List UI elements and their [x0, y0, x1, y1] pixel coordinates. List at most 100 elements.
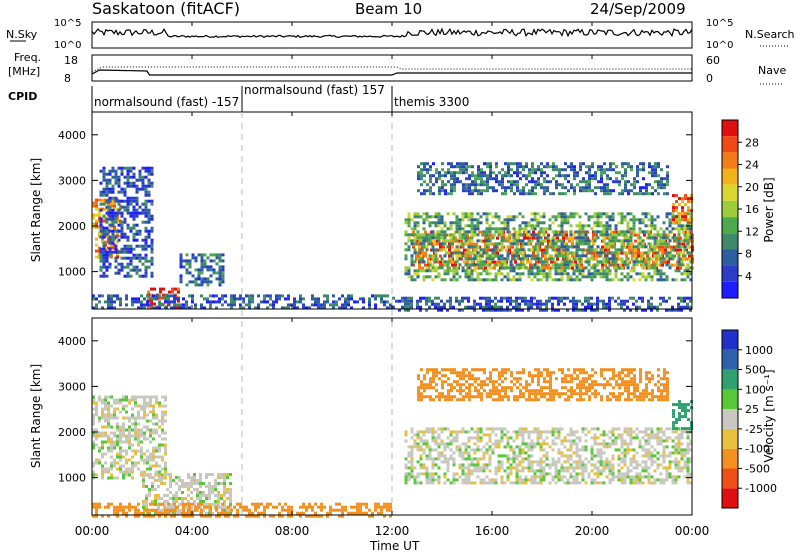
velocity-cell	[178, 497, 181, 500]
power-cell	[620, 230, 624, 234]
velocity-cell	[193, 488, 196, 491]
power-cell	[506, 251, 510, 255]
velocity-cell	[98, 419, 101, 423]
power-cell	[132, 238, 136, 242]
power-cell	[628, 248, 631, 252]
power-cell	[614, 263, 618, 267]
power-cell	[482, 260, 486, 264]
power-cell	[650, 233, 654, 237]
power-cell	[479, 296, 482, 300]
power-cell	[570, 183, 573, 187]
velocity-cell	[226, 497, 229, 500]
power-cell	[485, 254, 489, 258]
velocity-cell	[119, 464, 122, 468]
power-cell	[108, 262, 112, 266]
velocity-cell	[181, 485, 184, 488]
power-cell	[281, 306, 284, 310]
velocity-cell	[443, 445, 447, 449]
power-cell	[530, 272, 534, 276]
velocity-cell	[187, 494, 190, 497]
velocity-cell	[199, 485, 202, 488]
power-cell	[561, 168, 564, 172]
power-cell	[611, 218, 615, 222]
power-cell	[492, 186, 495, 190]
power-cell	[590, 227, 594, 231]
power-cell	[444, 174, 447, 178]
velocity-cell	[158, 502, 161, 506]
velocity-cell	[341, 511, 344, 515]
power-cell	[662, 272, 666, 276]
power-cell	[421, 266, 424, 270]
velocity-cell	[452, 430, 456, 434]
power-cell	[440, 299, 443, 303]
power-cell	[239, 294, 242, 298]
power-cell	[614, 248, 618, 252]
power-cell	[554, 230, 558, 234]
power-cell	[419, 299, 422, 303]
power-cell	[102, 256, 106, 260]
velocity-cell	[422, 466, 426, 470]
velocity-cell	[125, 395, 128, 399]
power-cell	[141, 166, 145, 170]
power-cell	[111, 250, 115, 254]
power-cell	[554, 215, 558, 219]
velocity-cell	[134, 437, 137, 441]
velocity-cell	[145, 485, 148, 488]
power-cell	[218, 274, 222, 278]
power-cell	[572, 302, 575, 306]
power-cell	[483, 189, 486, 193]
velocity-cell	[521, 427, 525, 431]
power-cell	[485, 245, 489, 249]
velocity-cell	[416, 433, 420, 437]
power-cell	[675, 209, 678, 213]
velocity-cell	[467, 478, 471, 482]
velocity-cell	[119, 505, 122, 509]
power-cell	[212, 300, 215, 304]
power-cell	[410, 302, 413, 306]
cpid-segment-label-2: themis 3300	[394, 95, 469, 109]
velocity-cell	[509, 469, 513, 473]
power-cell	[618, 192, 621, 196]
power-cell	[482, 251, 486, 255]
velocity-cell	[140, 440, 143, 444]
power-cell	[485, 278, 489, 282]
power-cell	[629, 239, 633, 243]
velocity-cell	[224, 511, 227, 515]
power-cell	[578, 269, 582, 273]
power-cell	[570, 162, 573, 166]
power-cell	[587, 296, 590, 300]
power-cell	[129, 256, 133, 260]
power-cell	[587, 251, 591, 255]
velocity-cell	[509, 466, 513, 470]
power-cell	[508, 248, 511, 252]
power-cell	[633, 192, 636, 196]
power-cell	[551, 278, 555, 282]
power-cell	[123, 256, 127, 260]
power-cell	[590, 308, 593, 312]
power-cell	[137, 300, 140, 304]
power-cell	[470, 221, 474, 225]
power-cell	[144, 193, 148, 197]
velocity-cell	[497, 460, 501, 464]
power-cell	[132, 247, 136, 251]
velocity-cell	[287, 508, 290, 512]
power-cell	[525, 162, 528, 166]
velocity-cell	[128, 416, 131, 420]
velocity-cell	[125, 440, 128, 444]
velocity-cell	[500, 436, 504, 440]
power-cell	[599, 224, 603, 228]
power-cell	[596, 212, 600, 216]
power-cell	[588, 174, 591, 178]
power-cell	[350, 306, 353, 310]
power-cell	[132, 226, 136, 230]
power-cell	[686, 305, 689, 309]
power-cell	[443, 272, 447, 276]
velocity-cell	[389, 508, 392, 512]
velocity-cell	[425, 475, 429, 479]
power-cell	[659, 269, 663, 273]
velocity-cell	[524, 442, 528, 446]
power-cell	[129, 214, 133, 218]
velocity-cell	[172, 494, 175, 497]
power-cell	[666, 171, 669, 175]
velocity-cell	[146, 473, 149, 477]
